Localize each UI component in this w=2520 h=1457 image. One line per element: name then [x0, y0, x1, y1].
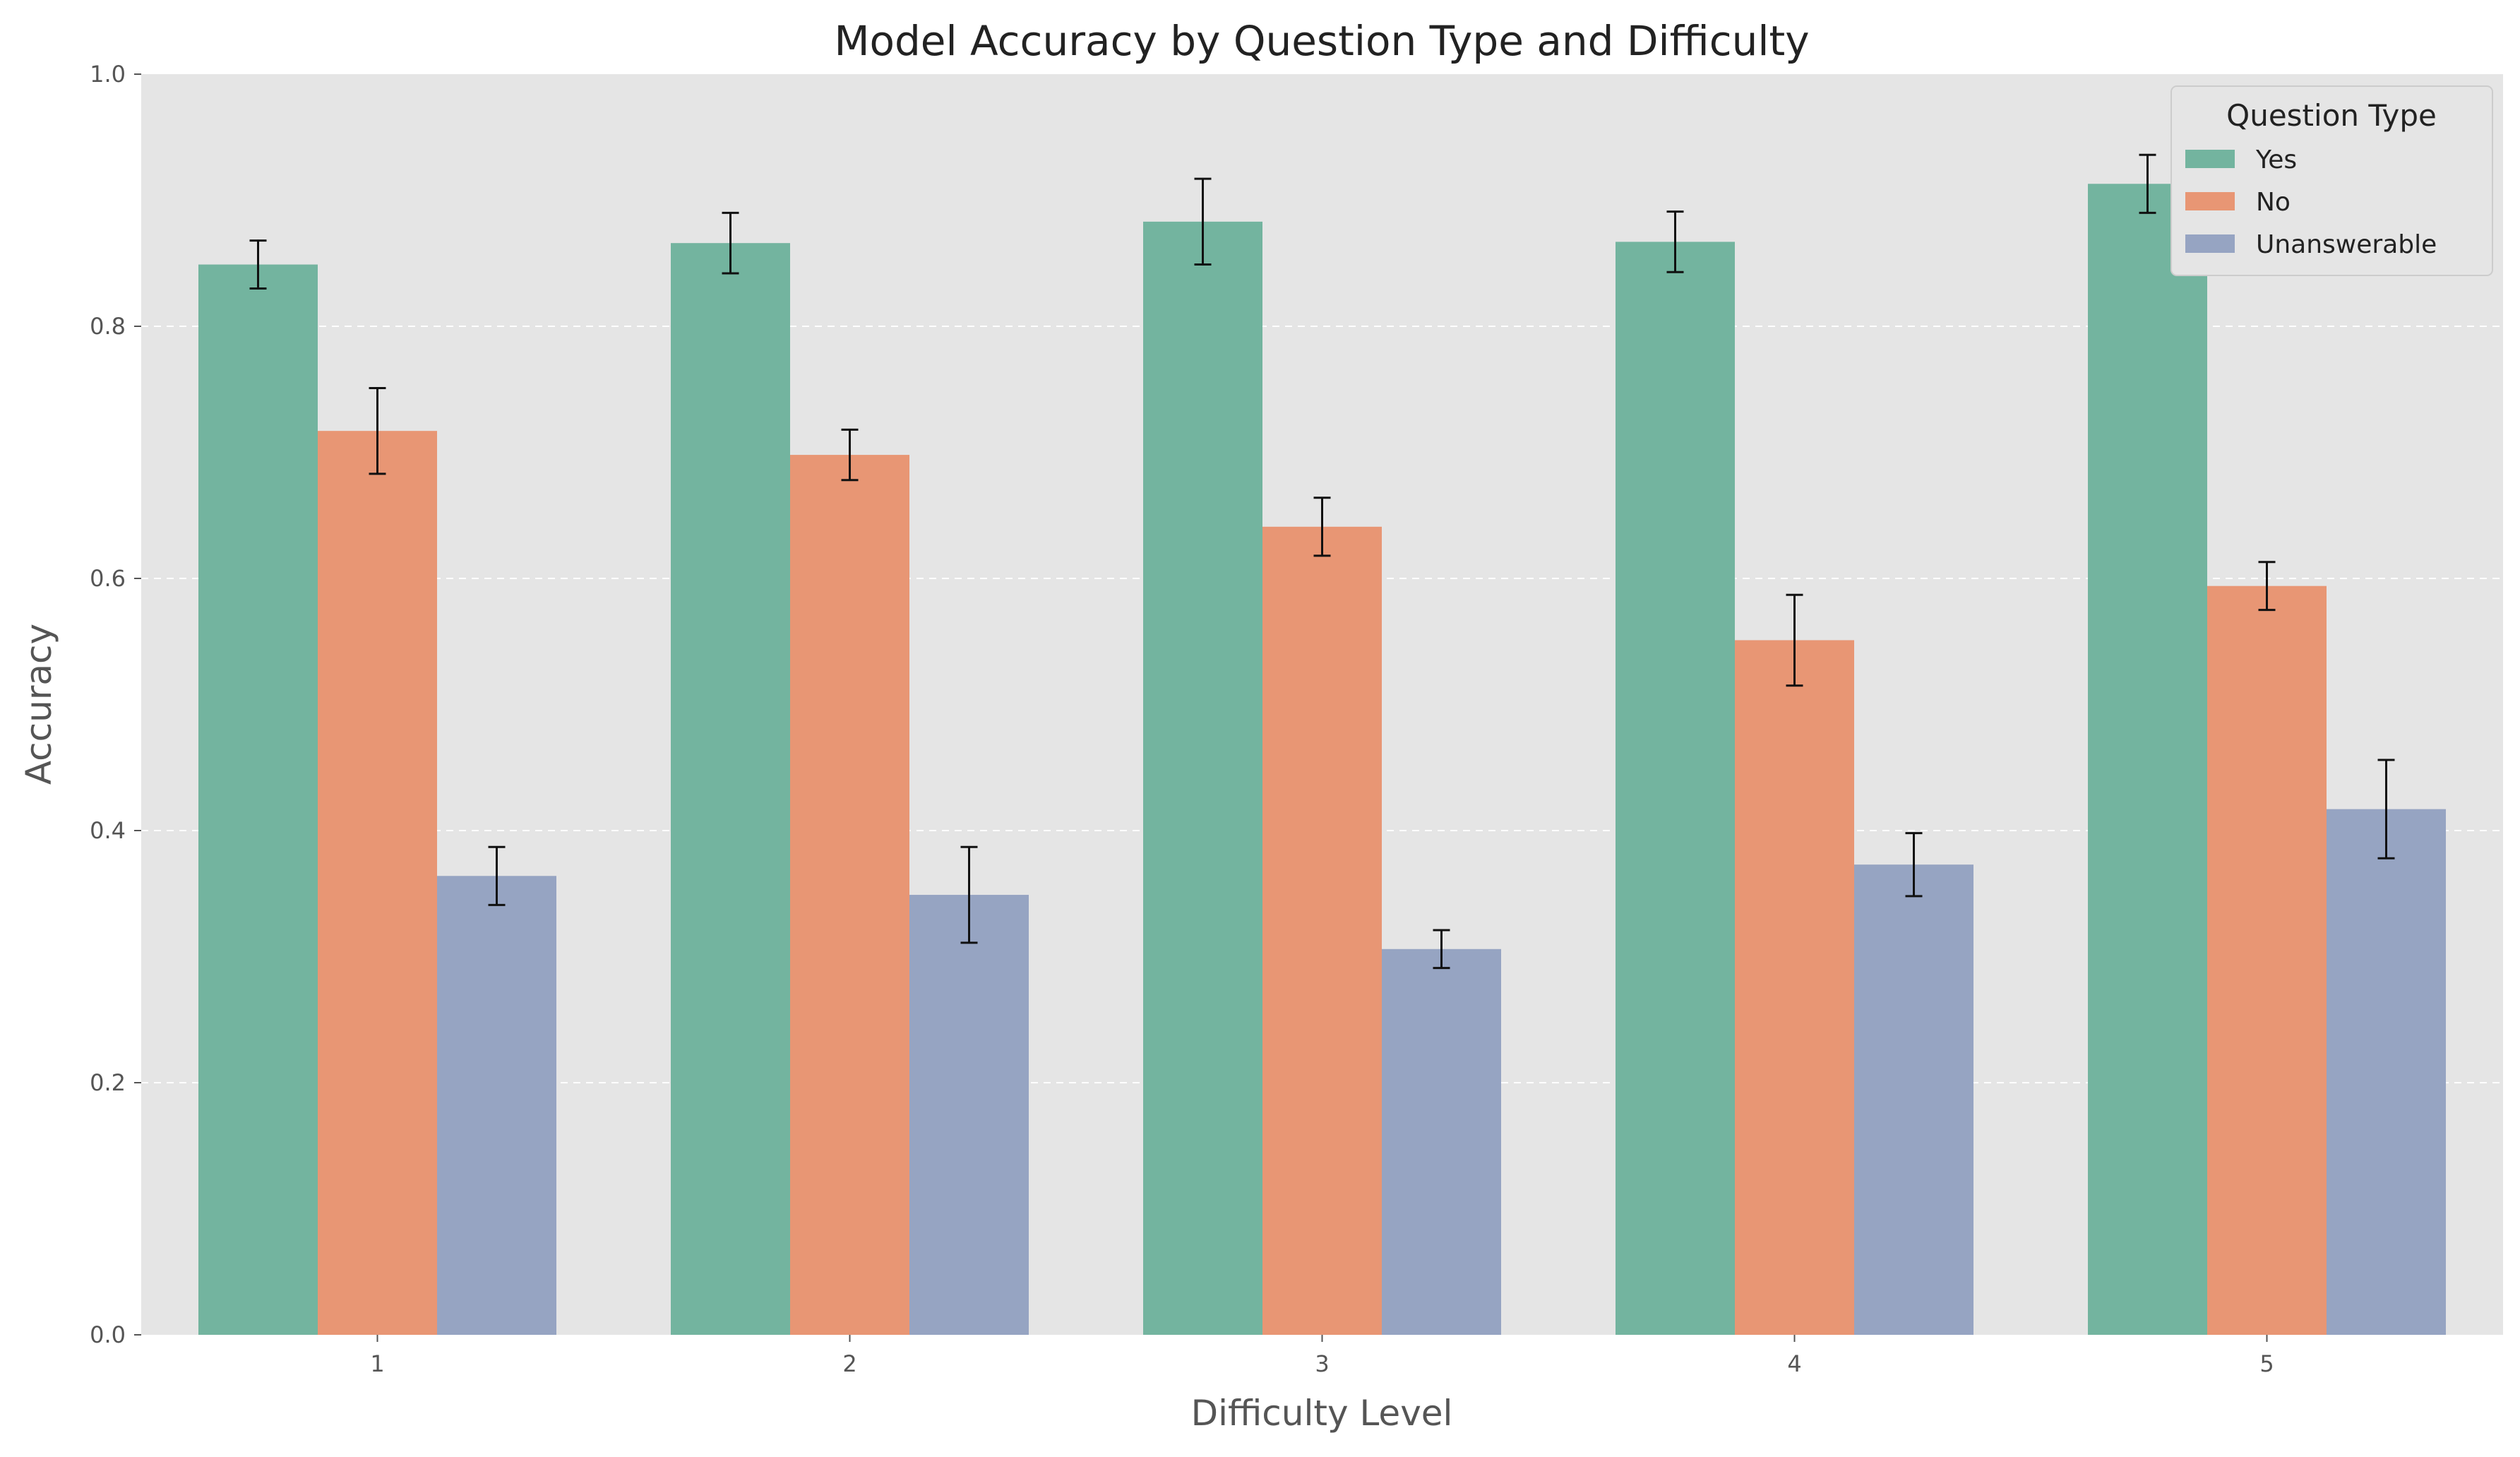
y-tick-label: 0.0	[90, 1321, 126, 1348]
bar-no	[1735, 640, 1854, 1335]
y-tick-label: 1.0	[90, 61, 126, 88]
bar-yes	[671, 243, 790, 1336]
chart-title: Model Accuracy by Question Type and Diff…	[834, 17, 1809, 65]
bar-yes	[1616, 242, 1735, 1335]
legend-swatch-no	[2185, 192, 2235, 210]
x-axis: 1 2 3 4 5	[370, 1335, 2274, 1377]
x-tick-label: 5	[2259, 1350, 2274, 1377]
legend-label-yes: Yes	[2255, 145, 2297, 174]
legend-label-no: No	[2256, 188, 2291, 217]
bar-no	[2207, 585, 2327, 1336]
legend-swatch-yes	[2185, 150, 2235, 168]
bar-yes	[2088, 184, 2207, 1335]
y-tick-label: 0.6	[90, 565, 126, 592]
bar-unanswerable	[437, 876, 556, 1335]
error-bars	[249, 153, 2395, 970]
legend-label-unanswerable: Unanswerable	[2256, 230, 2437, 259]
legend-box	[2170, 85, 2493, 276]
y-tick-label: 0.2	[90, 1069, 126, 1096]
x-tick-label: 4	[1787, 1350, 1801, 1377]
x-tick-label: 2	[842, 1350, 856, 1377]
bar-unanswerable	[2327, 809, 2446, 1335]
y-axis: 0.0 0.2 0.4 0.6 0.8 1.0	[90, 61, 141, 1348]
bar-yes	[198, 264, 318, 1335]
y-axis-title: Accuracy	[18, 624, 59, 785]
x-axis-title: Difficulty Level	[1191, 1393, 1453, 1434]
legend: Question Type Yes No Unanswerable	[2170, 85, 2493, 276]
y-tick-label: 0.8	[90, 313, 126, 340]
bar-unanswerable	[909, 895, 1029, 1335]
bars	[198, 184, 2446, 1336]
bar-no	[790, 455, 909, 1335]
bar-no	[318, 431, 437, 1335]
legend-title: Question Type	[2226, 98, 2437, 133]
bar-yes	[1143, 221, 1262, 1336]
bar-no	[1262, 526, 1382, 1336]
legend-swatch-unanswerable	[2185, 234, 2235, 253]
x-tick-label: 3	[1315, 1350, 1329, 1377]
x-tick-label: 1	[370, 1350, 384, 1377]
bar-unanswerable	[1854, 864, 1973, 1335]
y-tick-label: 0.4	[90, 817, 126, 844]
bar-unanswerable	[1382, 948, 1501, 1335]
